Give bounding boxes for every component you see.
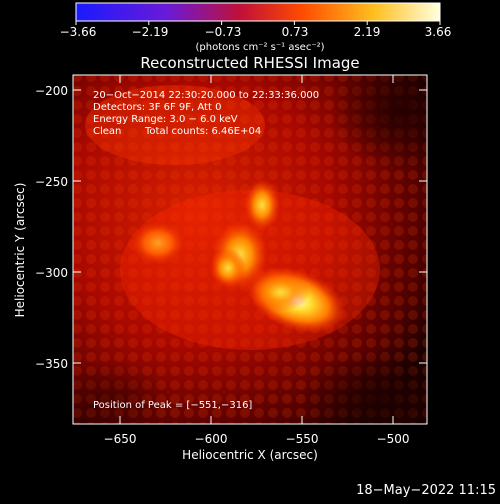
y-tick-label: −250: [35, 175, 68, 189]
plot-title: Reconstructed RHESSI Image: [140, 54, 359, 72]
x-tick-label: −600: [195, 432, 228, 446]
colorbar: [75, 2, 441, 22]
x-axis: −650 −600 −550 −500 Heliocentric X (arcs…: [104, 75, 410, 462]
colorbar-units: (photons cm⁻² s⁻¹ asec⁻²): [195, 42, 324, 53]
timestamp: 18−May−2022 11:15: [356, 483, 496, 498]
y-axis-label: Heliocentric Y (arcsec): [13, 183, 27, 318]
colorbar-tick-label: 0.73: [282, 25, 309, 39]
annotation-detectors: Detectors: 3F 6F 9F, Att 0: [93, 102, 221, 113]
colorbar-tick-label: −3.66: [60, 25, 97, 39]
x-tick-label: −650: [104, 432, 137, 446]
annotation-counts: Total counts: 6.46E+04: [144, 126, 261, 137]
annotation-algorithm: Clean: [93, 126, 121, 137]
colorbar-tick-label: 2.19: [354, 25, 381, 39]
colorbar-ticks: [75, 21, 441, 25]
y-tick-label: −350: [35, 357, 68, 371]
plot-frame: [72, 74, 428, 425]
colorbar-tick-label: −0.73: [205, 25, 242, 39]
annotation-energy: Energy Range: 3.0 − 6.0 keV: [93, 114, 238, 125]
rhessi-image: [73, 75, 427, 424]
colorbar-tick-label: 3.66: [425, 25, 452, 39]
x-axis-label: Heliocentric X (arcsec): [182, 448, 318, 462]
annotation-peak: Position of Peak = [−551,−316]: [93, 400, 252, 411]
colorbar-tick-label: −2.19: [132, 25, 169, 39]
y-axis: −200 −250 −300 −350 Heliocentric Y (arcs…: [13, 84, 427, 371]
y-tick-label: −300: [35, 266, 68, 280]
annotation-time: 20−Oct−2014 22:30:20.000 to 22:33:36.000: [93, 90, 319, 101]
y-tick-label: −200: [35, 84, 68, 98]
x-tick-label: −550: [286, 432, 319, 446]
x-tick-label: −500: [377, 432, 410, 446]
